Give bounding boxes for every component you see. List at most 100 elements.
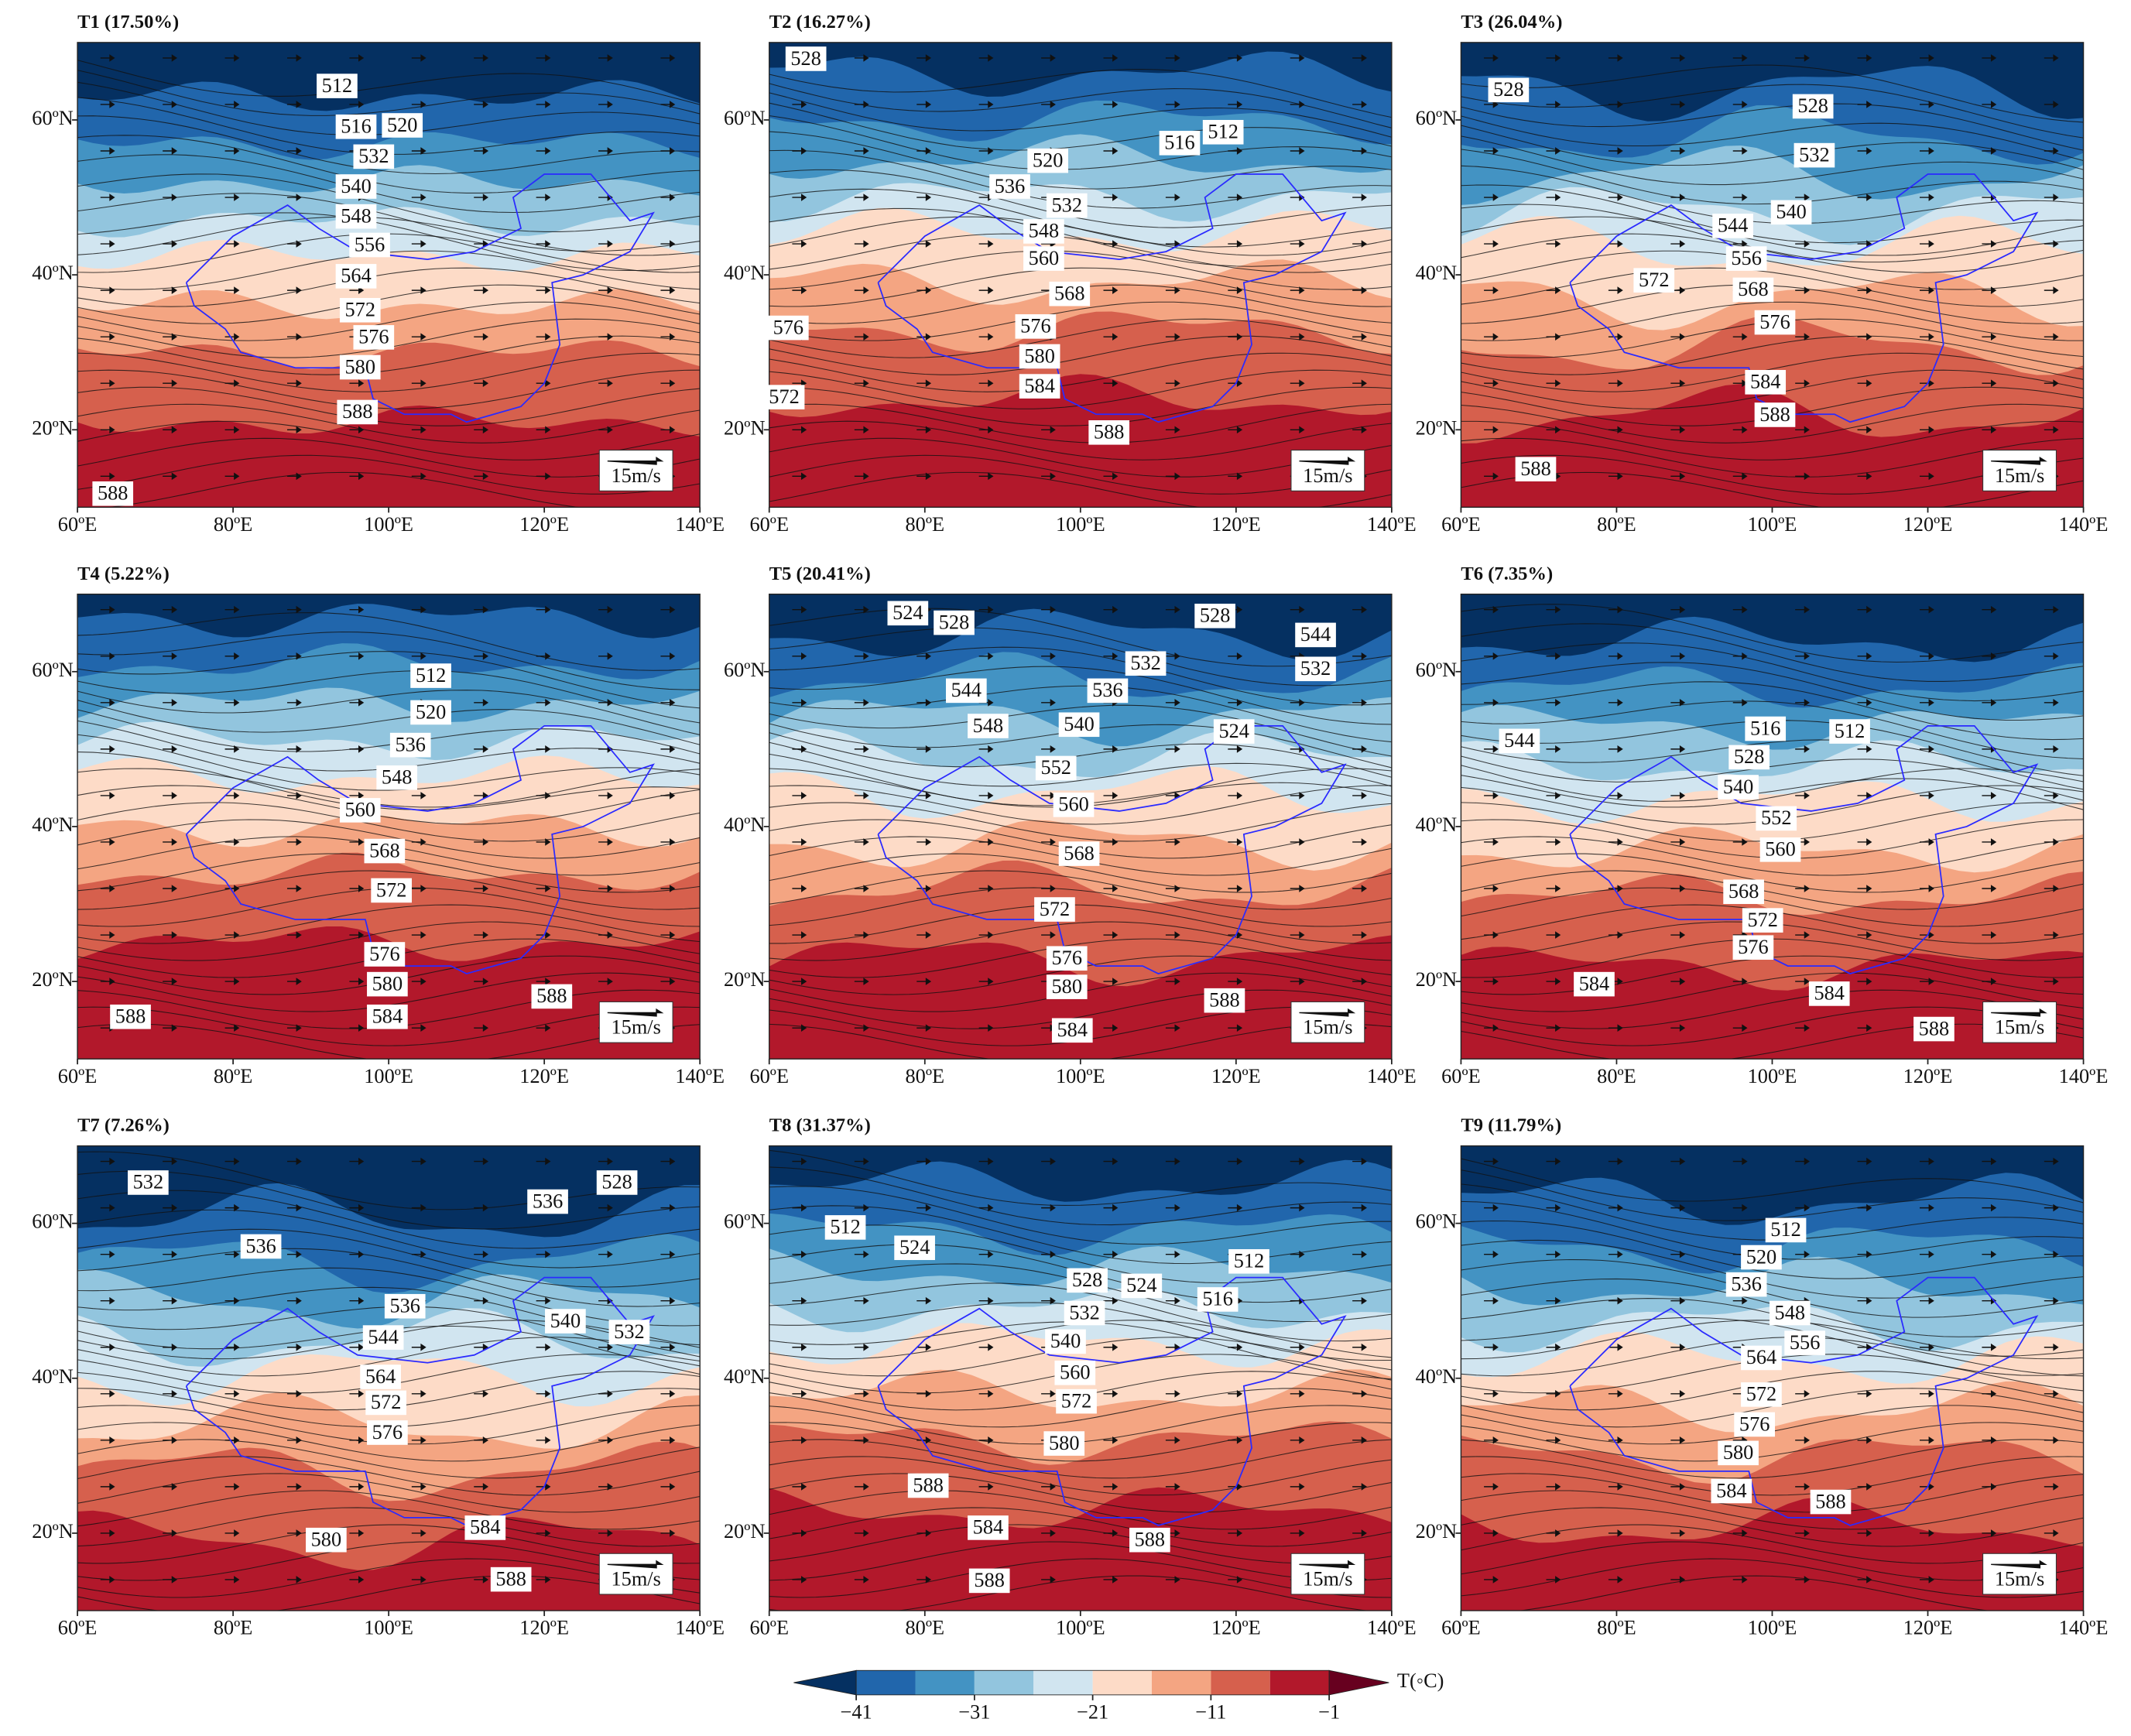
wind-arrow xyxy=(1919,1389,1934,1398)
streamline xyxy=(1461,420,2084,461)
x-tick-label: 60ºE xyxy=(1441,513,1481,536)
temperature-band xyxy=(77,594,701,639)
wind-arrow xyxy=(1857,147,1872,155)
y-tick-label: 20ºN xyxy=(724,968,766,991)
wind-arrow xyxy=(349,1576,365,1584)
wind-arrow xyxy=(660,54,676,62)
wind-arrow xyxy=(2044,1483,2059,1491)
border xyxy=(1569,724,2039,975)
streamline xyxy=(77,651,701,709)
wind-arrow xyxy=(1290,885,1305,892)
wind-arrow xyxy=(1041,792,1056,800)
wind-arrow xyxy=(100,605,115,614)
wind-arrow xyxy=(1484,1204,1499,1212)
y-tick-label: 40ºN xyxy=(32,1365,74,1388)
wind-arrow xyxy=(1670,1204,1686,1212)
contour-label-box xyxy=(1023,219,1064,244)
wind-arrow xyxy=(163,1389,177,1398)
wind-arrow xyxy=(1228,1483,1243,1491)
wind-arrow xyxy=(1857,1250,1872,1258)
contour-label: 572 xyxy=(1746,1383,1777,1406)
wind-arrow xyxy=(1165,1436,1180,1444)
contour-label: 564 xyxy=(1746,1346,1777,1368)
wind-arrow xyxy=(163,745,177,753)
wind-arrow xyxy=(854,101,869,108)
streamline xyxy=(1461,1490,2084,1530)
wind-arrow xyxy=(1857,1204,1872,1212)
streamline xyxy=(77,1228,701,1288)
streamline xyxy=(1461,887,2084,927)
wind-arrow xyxy=(1484,240,1499,248)
wind-arrow xyxy=(1546,379,1561,388)
contour-label: 584 xyxy=(1716,1479,1747,1501)
streamline xyxy=(769,1205,1392,1265)
wind-arrow xyxy=(1795,1024,1810,1032)
wind-arrow xyxy=(792,605,807,614)
wind-arrow xyxy=(1103,1157,1119,1166)
x-tick-label: 120ºE xyxy=(519,1617,569,1639)
wind-arrow xyxy=(100,147,115,155)
contour-label-box xyxy=(339,798,381,823)
y-tick-label: 40ºN xyxy=(1416,262,1458,284)
wind-arrow xyxy=(411,1576,427,1584)
wind-arrow xyxy=(598,885,613,892)
streamline xyxy=(769,938,1392,978)
contour-label-box xyxy=(349,232,390,258)
wind-arrow xyxy=(1795,240,1810,248)
wind-arrow xyxy=(1165,885,1180,892)
wind-arrow xyxy=(1732,1157,1748,1166)
streamline xyxy=(1461,103,2084,151)
wind-arrow xyxy=(1670,792,1686,800)
wind-arrow xyxy=(1608,333,1623,341)
streamline xyxy=(1461,604,2084,663)
wind-arrow xyxy=(598,54,613,62)
wind-arrow xyxy=(1982,1204,1997,1212)
wind-arrow xyxy=(660,1389,676,1398)
wind-arrow xyxy=(1165,1576,1180,1584)
streamline xyxy=(769,741,1392,787)
wind-arrow xyxy=(1857,1296,1872,1305)
contour-label-box xyxy=(1194,604,1235,628)
contour-label: 580 xyxy=(311,1529,342,1551)
wind-arrow xyxy=(1982,652,1997,660)
wind-arrow xyxy=(792,1204,807,1212)
contour-label: 544 xyxy=(368,1326,399,1348)
contour-label: 512 xyxy=(1835,720,1865,742)
scale-key xyxy=(1290,1553,1365,1595)
wind-arrow xyxy=(792,147,807,155)
streamline xyxy=(1461,135,2084,186)
contour-label-box xyxy=(365,1390,406,1416)
contour-label-box xyxy=(1718,775,1759,800)
y-tick-label: 60ºN xyxy=(724,107,766,129)
contour-label: 532 xyxy=(1300,657,1331,680)
streamline xyxy=(1461,1507,2084,1547)
contour-label-box xyxy=(1087,678,1129,704)
wind-arrow xyxy=(1290,1389,1305,1398)
contour-label: 540 xyxy=(1050,1330,1081,1352)
wind-arrow xyxy=(411,379,427,388)
wind-arrow xyxy=(1103,838,1119,846)
wind-arrow xyxy=(1041,652,1056,660)
streamline xyxy=(769,1422,1392,1462)
wind-arrow xyxy=(916,147,932,155)
contour-label: 560 xyxy=(1765,838,1796,861)
wind-arrow xyxy=(286,1436,302,1444)
wind-arrow xyxy=(660,838,676,846)
wind-arrow xyxy=(660,193,676,201)
wind-arrow xyxy=(1290,147,1305,155)
wind-arrow xyxy=(474,1204,489,1212)
contour-label-box xyxy=(527,1189,568,1214)
wind-arrow xyxy=(1670,379,1686,388)
streamline xyxy=(1461,623,2084,682)
wind-arrow xyxy=(1165,1389,1180,1398)
wind-arrow xyxy=(411,1157,427,1166)
contour-label: 560 xyxy=(1029,247,1060,269)
streamline xyxy=(1461,125,2084,170)
x-tick-label: 80ºE xyxy=(1597,1617,1636,1639)
wind-arrow xyxy=(1857,54,1872,62)
wind-arrow xyxy=(660,931,676,939)
wind-arrow xyxy=(286,426,302,434)
contour-label-box xyxy=(367,1420,408,1445)
x-tick-label: 100ºE xyxy=(1748,1065,1797,1087)
